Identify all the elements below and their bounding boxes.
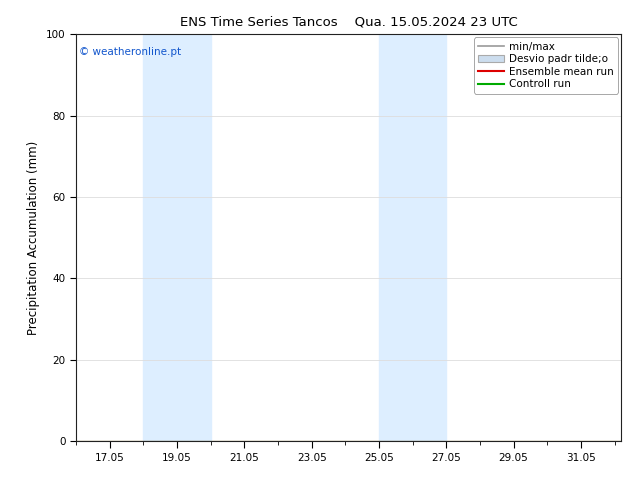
- Title: ENS Time Series Tancos    Qua. 15.05.2024 23 UTC: ENS Time Series Tancos Qua. 15.05.2024 2…: [180, 16, 517, 29]
- Bar: [143, 34, 210, 441]
- Bar: [379, 34, 446, 441]
- Y-axis label: Precipitation Accumulation (mm): Precipitation Accumulation (mm): [27, 141, 41, 335]
- Legend: min/max, Desvio padr tilde;o, Ensemble mean run, Controll run: min/max, Desvio padr tilde;o, Ensemble m…: [474, 37, 618, 94]
- Text: © weatheronline.pt: © weatheronline.pt: [79, 47, 181, 56]
